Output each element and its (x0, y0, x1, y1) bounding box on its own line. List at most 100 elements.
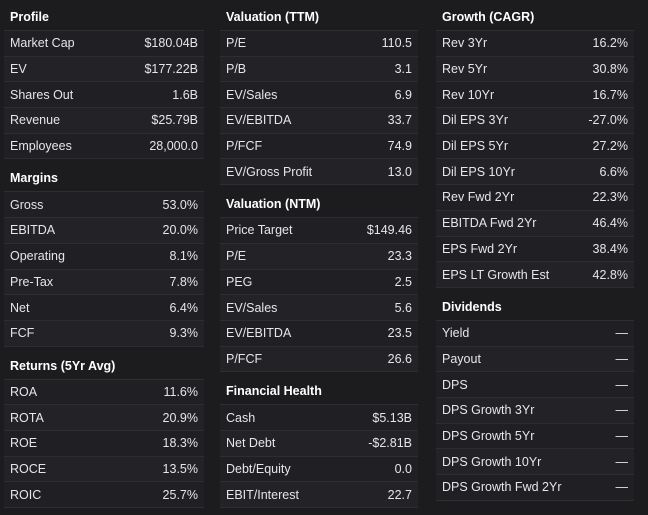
metric-label: Operating (10, 249, 65, 264)
metric-label: EV (10, 62, 27, 77)
metric-value: 25.7% (162, 487, 198, 502)
metric-label: ROTA (10, 410, 44, 425)
metric-label: ROE (10, 436, 38, 451)
metric-value: 20.0% (162, 223, 198, 238)
column-3: Growth (CAGR) Rev 3Yr 16.2% Rev 5Yr 30.8% Rev… (436, 4, 634, 501)
metric-row: PEG 2.5 (220, 269, 418, 296)
metric-value: 23.3 (387, 249, 412, 264)
metric-row: Dil EPS 5Yr 27.2% (436, 133, 634, 160)
metric-value: 20.9% (162, 410, 198, 425)
metric-row: Shares Out 1.6B (4, 82, 204, 109)
metric-label: Net Debt (226, 436, 276, 451)
metric-row: EBIT/Interest 22.7 (220, 482, 418, 508)
metric-label: EBIT/Interest (226, 487, 299, 502)
metric-row: P/FCF 74.9 (220, 133, 418, 160)
metric-row: P/E 23.3 (220, 243, 418, 270)
metric-label: EBITDA (10, 223, 56, 238)
metric-value: 28,000.0 (149, 139, 198, 154)
section-title: Valuation (TTM) (226, 10, 320, 24)
metric-row: DPS Growth 5Yr — (436, 423, 634, 450)
metric-label: EV/Gross Profit (226, 164, 313, 179)
metric-label: Dil EPS 10Yr (442, 164, 515, 179)
metric-value: 6.6% (599, 164, 629, 179)
metric-label: EPS Fwd 2Yr (442, 241, 518, 256)
metric-label: EBITDA Fwd 2Yr (442, 216, 537, 231)
metric-value: 16.2% (592, 36, 628, 51)
metric-list: Cash $5.13B Net Debt -$2.81B Debt/Equity 0.0 E… (220, 404, 418, 508)
metric-row: Rev 10Yr 16.7% (436, 82, 634, 109)
metric-value: 6.9 (394, 87, 412, 102)
metric-row: P/FCF 26.6 (220, 346, 418, 373)
metric-value: 9.3% (169, 326, 199, 341)
metric-label: Rev 3Yr (442, 36, 488, 51)
metric-list: Gross 53.0% EBITDA 20.0% Operating 8.1% Pre-Ta… (4, 191, 204, 347)
metric-label: P/FCF (226, 351, 263, 366)
metric-list: Yield — Payout — DPS — DPS Growth 3Yr — DPS Grow… (436, 319, 634, 501)
metric-label: P/B (226, 62, 247, 77)
metric-value: 3.1 (394, 62, 412, 77)
metric-value: $149.46 (366, 223, 412, 238)
metric-list: Market Cap $180.04B EV $177.22B Shares Out 1.… (4, 30, 204, 160)
metric-list: P/E 110.5 P/B 3.1 EV/Sales 6.9 EV/EBITDA 33.7 P/… (220, 30, 418, 186)
section-title: Profile (10, 10, 49, 24)
metric-row: ROIC 25.7% (4, 482, 204, 508)
metric-label: Yield (442, 326, 470, 341)
column-2: Valuation (TTM) P/E 110.5 P/B 3.1 EV/Sales 6.9… (220, 4, 418, 508)
metric-value: — (615, 351, 629, 366)
metric-label: P/E (226, 249, 247, 264)
column-1: Profile Market Cap $180.04B EV $177.22B Share… (4, 4, 204, 508)
metric-row: DPS Growth 3Yr — (436, 397, 634, 424)
metric-label: EV/Sales (226, 87, 278, 102)
metric-value: 11.6% (163, 384, 198, 399)
metric-value: $5.13B (372, 410, 412, 425)
metric-label: P/E (226, 36, 247, 51)
metric-value: -27.0% (588, 113, 628, 128)
metric-value: 22.7 (387, 487, 412, 502)
metric-value: 33.7 (387, 113, 412, 128)
metric-label: Pre-Tax (10, 274, 54, 289)
metric-row: Payout — (436, 346, 634, 373)
metric-value: — (615, 377, 629, 392)
metric-row: Market Cap $180.04B (4, 31, 204, 57)
section: Margins Gross 53.0% EBITDA 20.0% Operating 8.1… (4, 165, 204, 352)
metric-value: — (615, 403, 629, 418)
metric-value: -$2.81B (368, 436, 412, 451)
metric-value: 8.1% (169, 249, 199, 264)
metric-value: 16.7% (592, 87, 628, 102)
metric-label: ROIC (10, 487, 42, 502)
metric-row: EV/EBITDA 23.5 (220, 320, 418, 347)
metric-label: Net (10, 300, 30, 315)
metric-value: 42.8% (592, 267, 628, 282)
metric-value: 22.3% (592, 190, 628, 205)
metric-label: PEG (226, 274, 253, 289)
metric-label: Employees (10, 139, 72, 154)
metric-value: 13.0 (387, 164, 412, 179)
metric-row: Operating 8.1% (4, 243, 204, 270)
section: Profile Market Cap $180.04B EV $177.22B Share… (4, 4, 204, 165)
section-title: Margins (10, 171, 58, 186)
metric-row: DPS — (436, 372, 634, 398)
metric-row: P/E 110.5 (220, 31, 418, 57)
metric-value: 26.6 (387, 351, 412, 366)
metric-row: P/B 3.1 (220, 56, 418, 83)
metric-label: Rev 10Yr (442, 87, 495, 102)
section: Financial Health Cash $5.13B Net Debt -$2.81… (220, 378, 418, 508)
metric-value: 6.4% (169, 300, 199, 315)
metric-row: Gross 53.0% (4, 192, 204, 219)
metric-value: 110.5 (381, 36, 412, 51)
metric-row: EV/EBITDA 33.7 (220, 108, 418, 134)
metric-row: ROE 18.3% (4, 430, 204, 457)
metric-value: — (615, 480, 629, 495)
metric-value: 46.4% (592, 216, 628, 231)
metric-label: DPS Growth 5Yr (442, 428, 535, 443)
metric-row: DPS Growth 10Yr — (436, 449, 634, 475)
metric-value: 23.5 (387, 326, 412, 341)
metric-label: Revenue (10, 113, 61, 128)
metric-label: Rev Fwd 2Yr (442, 190, 515, 205)
metric-row: Revenue $25.79B (4, 108, 204, 134)
metric-label: Payout (442, 351, 481, 366)
metric-label: Price Target (226, 223, 293, 238)
metric-row: EBITDA 20.0% (4, 218, 204, 244)
metric-label: EV/EBITDA (226, 326, 292, 341)
metric-row: EV/Sales 6.9 (220, 82, 418, 109)
